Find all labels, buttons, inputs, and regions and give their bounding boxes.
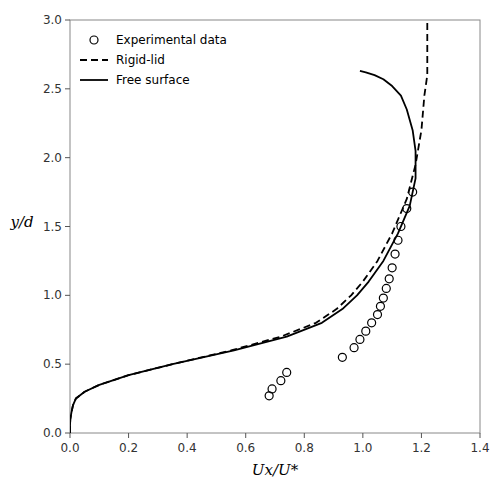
scatter-point [379, 294, 387, 302]
scatter-point [385, 275, 393, 283]
y-tick-label: 0.0 [43, 426, 62, 440]
scatter-point [388, 264, 396, 272]
scatter-point [362, 327, 370, 335]
y-tick [65, 20, 70, 21]
plot-frame [70, 20, 480, 433]
scatter-point [283, 368, 291, 376]
x-tick-label: 0.8 [295, 441, 314, 455]
y-tick-label: 0.5 [43, 357, 62, 371]
x-tick-label: 1.0 [353, 441, 372, 455]
y-tick [65, 88, 70, 89]
scatter-point [338, 353, 346, 361]
x-tick [304, 433, 305, 438]
x-tick [421, 433, 422, 438]
x-tick-label: 1.4 [470, 441, 489, 455]
x-tick-label: 0.2 [119, 441, 138, 455]
scatter-point [376, 302, 384, 310]
y-tick [65, 295, 70, 296]
scatter-point [409, 188, 417, 196]
legend-label: Rigid-lid [116, 53, 165, 67]
y-tick [65, 157, 70, 158]
y-tick [65, 226, 70, 227]
y-axis-label: y/d [9, 213, 33, 231]
y-tick-label: 1.5 [43, 220, 62, 234]
y-tick-label: 2.5 [43, 82, 62, 96]
x-tick [128, 433, 129, 438]
y-tick [65, 433, 70, 434]
x-tick [187, 433, 188, 438]
scatter-point [374, 311, 382, 319]
y-tick-label: 3.0 [43, 13, 62, 27]
scatter-point [268, 385, 276, 393]
x-tick-label: 0.0 [60, 441, 79, 455]
scatter-point [368, 319, 376, 327]
scatter-point [397, 223, 405, 231]
y-tick-label: 1.0 [43, 288, 62, 302]
x-tick [70, 433, 71, 438]
scatter-point [394, 236, 402, 244]
y-tick [65, 364, 70, 365]
scatter-point [350, 344, 358, 352]
legend-swatch [80, 79, 108, 81]
legend-label: Experimental data [116, 33, 227, 47]
x-axis-label: Ux/U* [252, 461, 299, 479]
scatter-point [356, 335, 364, 343]
plot-area [70, 20, 427, 433]
x-tick [480, 433, 481, 438]
x-tick-label: 1.2 [412, 441, 431, 455]
scatter-point [391, 250, 399, 258]
series-line [70, 71, 416, 433]
scatter-point [382, 284, 390, 292]
x-tick [362, 433, 363, 438]
legend: Experimental data Rigid-lid Free surface [80, 33, 227, 87]
scatter-point [403, 205, 411, 213]
legend-label: Free surface [116, 73, 190, 87]
x-tick-label: 0.6 [236, 441, 255, 455]
x-tick [245, 433, 246, 438]
chart: 0.0 0.2 0.4 0.6 0.8 1.0 1.2 1.4 0.0 0.5 1.0 1.5 2.0 2… [0, 0, 500, 483]
series-line [70, 20, 427, 433]
x-tick-label: 0.4 [178, 441, 197, 455]
y-tick-label: 2.0 [43, 151, 62, 165]
legend-swatch [90, 36, 98, 44]
scatter-point [277, 377, 285, 385]
legend-swatch [80, 59, 108, 61]
